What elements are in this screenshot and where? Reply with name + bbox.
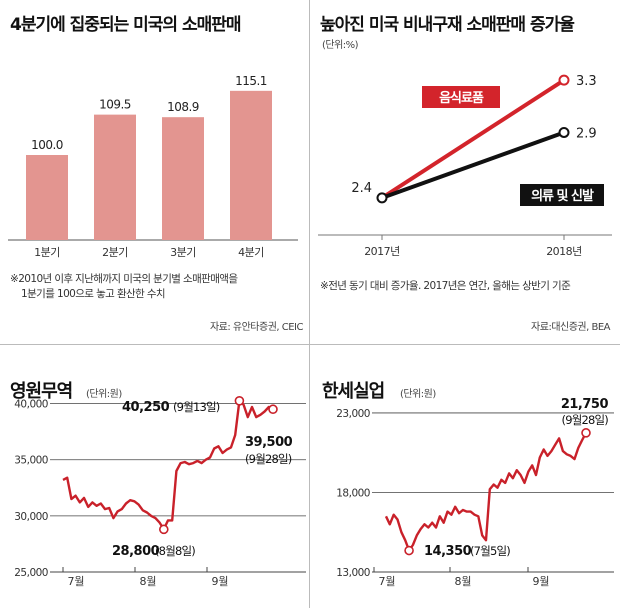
series-line-1 [380, 78, 566, 200]
panel-title: 4분기에 집중되는 미국의 소매판매 [10, 15, 242, 35]
legend-tag-label: 음식료품 [439, 90, 484, 106]
note-line-1: ※2010년 이후 지난해까지 미국의 분기별 소매판매액을 [10, 273, 238, 285]
bar-value-label: 109.5 [99, 98, 131, 112]
bar-value-label: 108.9 [167, 100, 199, 114]
annotation-point [234, 396, 245, 406]
horizontal-divider [0, 344, 620, 345]
growth-rate-line-panel: 높아진 미국 비내구재 소매판매 증가율 (단위:%) 2017년 2018년 3.… [310, 0, 620, 344]
y-tick-label: 30,000 [14, 511, 48, 523]
note-line-2: 1분기를 100으로 놓고 환산한 수치 [21, 288, 166, 300]
value-label: 2.4 [351, 181, 372, 196]
source-label: 자료: 유안타증권, CEIC [209, 322, 304, 333]
legend-tag-label: 의류 및 신발 [531, 188, 594, 204]
annotation-value: 14,350 [424, 544, 472, 559]
x-tick-label: 9월 [211, 575, 228, 588]
panel-title: 한세실업 [322, 381, 385, 402]
y-tick-label: 18,000 [336, 487, 370, 499]
bar-chart: 100.0 1분기 109.5 2분기 108.9 3분기 115.1 4분기 [8, 74, 298, 259]
source-label: 자료:대신증권, BEA [531, 322, 610, 333]
chart-note: ※2010년 이후 지난해까지 미국의 분기별 소매판매액을 1분기를 100으… [10, 272, 305, 302]
annotation-point [404, 545, 414, 556]
bar-4 [230, 90, 272, 240]
price-line [62, 399, 274, 531]
price-line [384, 432, 588, 552]
value-label: 2.9 [576, 126, 597, 141]
unit-label: (단위:원) [400, 389, 436, 400]
hansae-stock-panel: 한세실업 (단위:원) 13,000 18,000 23,000 7월 8월 9월 14,3… [310, 345, 620, 608]
bar-1 [26, 155, 68, 240]
x-tick-label: 9월 [532, 575, 549, 588]
x-tick-label: 7월 [378, 575, 395, 588]
annotation-value: 40,250 [122, 400, 170, 415]
series-line-2 [381, 130, 565, 200]
annotation-date: (9월28일) [245, 452, 292, 466]
legend-tag-bg [520, 184, 604, 206]
y-tick-label: 25,000 [14, 567, 48, 579]
annotation-value: 39,500 [245, 435, 293, 450]
panel-title: 높아진 미국 비내구재 소매판매 증가율 [320, 15, 575, 35]
youngone-line-chart: 25,000 30,000 35,000 40,000 7월 8월 9월 28,800(8월8… [14, 396, 306, 588]
x-tick-label: 1분기 [34, 246, 60, 259]
y-tick-label: 40,000 [14, 399, 48, 411]
y-tick-label: 35,000 [14, 455, 48, 467]
bar-2 [94, 114, 136, 240]
legend-tag-bg [422, 86, 500, 108]
x-tick-label: 7월 [67, 575, 84, 588]
annotation-date: (7월5일) [470, 544, 510, 558]
x-tick-label: 4분기 [238, 246, 264, 259]
annotation-value: 28,800 [112, 544, 160, 559]
retail-sales-bar-panel: 4분기에 집중되는 미국의 소매판매 100.0 1분기 109.5 2분기 108.9… [0, 0, 309, 344]
value-label: 3.3 [576, 74, 597, 89]
x-tick-label: 2018년 [546, 245, 582, 258]
annotation-point [159, 524, 169, 535]
series-end-point [558, 74, 570, 86]
annotation-date: (9월13일) [173, 400, 220, 414]
x-tick-label: 8월 [454, 575, 471, 588]
annotation-point [268, 404, 278, 415]
x-tick-label: 2017년 [364, 245, 400, 258]
panel-title: 영원무역 [10, 381, 73, 402]
bar-3 [162, 117, 204, 240]
series-end-point [558, 126, 570, 138]
youngone-stock-panel: 영원무역 (단위:원) 25,000 30,000 35,000 40,000 7월 8월… [0, 345, 309, 608]
annotation-date: (8월8일) [155, 544, 195, 558]
y-tick-label: 23,000 [336, 408, 370, 420]
x-tick-label: 8월 [139, 575, 156, 588]
chart-note: ※전년 동기 대비 증가율. 2017년은 연간, 올해는 상반기 기준 [320, 280, 571, 292]
bar-value-label: 115.1 [235, 74, 267, 88]
unit-label: (단위:%) [322, 40, 359, 51]
start-point [376, 192, 388, 204]
bar-value-label: 100.0 [31, 138, 63, 152]
annotation-point [581, 428, 591, 438]
unit-label: (단위:원) [86, 389, 122, 400]
y-tick-label: 13,000 [336, 567, 370, 579]
x-tick-label: 3분기 [170, 246, 196, 259]
annotation-date: (9월28일) [562, 413, 609, 427]
x-tick-label: 2분기 [102, 246, 128, 259]
annotation-value: 21,750 [561, 397, 609, 412]
hansae-line-chart: 13,000 18,000 23,000 7월 8월 9월 14,350(7월5일) 21,7… [336, 397, 614, 588]
vertical-divider [309, 0, 310, 608]
